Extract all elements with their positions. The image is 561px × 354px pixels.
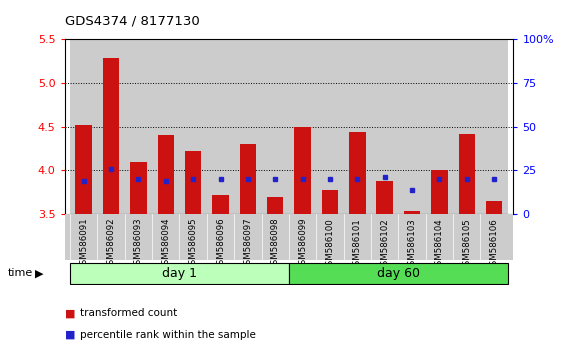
- Bar: [371, 39, 398, 214]
- Text: GSM586099: GSM586099: [298, 218, 307, 270]
- Bar: [376, 181, 393, 214]
- Bar: [261, 39, 289, 214]
- Text: GSM586101: GSM586101: [353, 218, 362, 270]
- Bar: [398, 39, 426, 214]
- Bar: [130, 162, 146, 214]
- Bar: [458, 133, 475, 214]
- Text: GSM586100: GSM586100: [325, 218, 334, 270]
- Text: GSM586102: GSM586102: [380, 218, 389, 270]
- Bar: [295, 127, 311, 214]
- Bar: [70, 39, 98, 214]
- Bar: [180, 39, 207, 214]
- Bar: [152, 39, 180, 214]
- Text: GSM586098: GSM586098: [271, 218, 280, 270]
- Text: ■: ■: [65, 330, 75, 339]
- Bar: [431, 170, 448, 214]
- Text: GSM586097: GSM586097: [243, 218, 252, 270]
- Text: day 1: day 1: [162, 267, 197, 280]
- Bar: [289, 263, 508, 284]
- Text: time: time: [7, 268, 33, 278]
- Bar: [103, 58, 119, 214]
- Text: GSM586094: GSM586094: [161, 218, 171, 270]
- Bar: [125, 39, 152, 214]
- Bar: [344, 39, 371, 214]
- Text: GSM586105: GSM586105: [462, 218, 471, 270]
- Bar: [480, 39, 508, 214]
- Text: GSM586093: GSM586093: [134, 218, 143, 270]
- Text: GSM586091: GSM586091: [79, 218, 88, 270]
- Text: GSM586103: GSM586103: [407, 218, 417, 270]
- Bar: [349, 132, 366, 214]
- Bar: [70, 263, 289, 284]
- Bar: [426, 39, 453, 214]
- Bar: [234, 39, 261, 214]
- Bar: [98, 39, 125, 214]
- Bar: [486, 201, 502, 214]
- Bar: [404, 211, 420, 214]
- Text: percentile rank within the sample: percentile rank within the sample: [80, 330, 256, 339]
- Bar: [322, 190, 338, 214]
- Bar: [453, 39, 480, 214]
- Text: ■: ■: [65, 308, 75, 318]
- Text: GSM586106: GSM586106: [490, 218, 499, 270]
- Bar: [212, 195, 229, 214]
- Text: GSM586104: GSM586104: [435, 218, 444, 270]
- Bar: [316, 39, 344, 214]
- Bar: [289, 39, 316, 214]
- Bar: [76, 125, 92, 214]
- Bar: [240, 144, 256, 214]
- Text: ▶: ▶: [35, 268, 43, 278]
- Text: GDS4374 / 8177130: GDS4374 / 8177130: [65, 14, 199, 27]
- Bar: [267, 196, 283, 214]
- Text: GSM586095: GSM586095: [188, 218, 197, 270]
- Bar: [185, 151, 201, 214]
- Text: transformed count: transformed count: [80, 308, 177, 318]
- Text: GSM586096: GSM586096: [216, 218, 225, 270]
- Text: day 60: day 60: [377, 267, 420, 280]
- Text: GSM586092: GSM586092: [107, 218, 116, 270]
- Bar: [207, 39, 234, 214]
- Bar: [158, 135, 174, 214]
